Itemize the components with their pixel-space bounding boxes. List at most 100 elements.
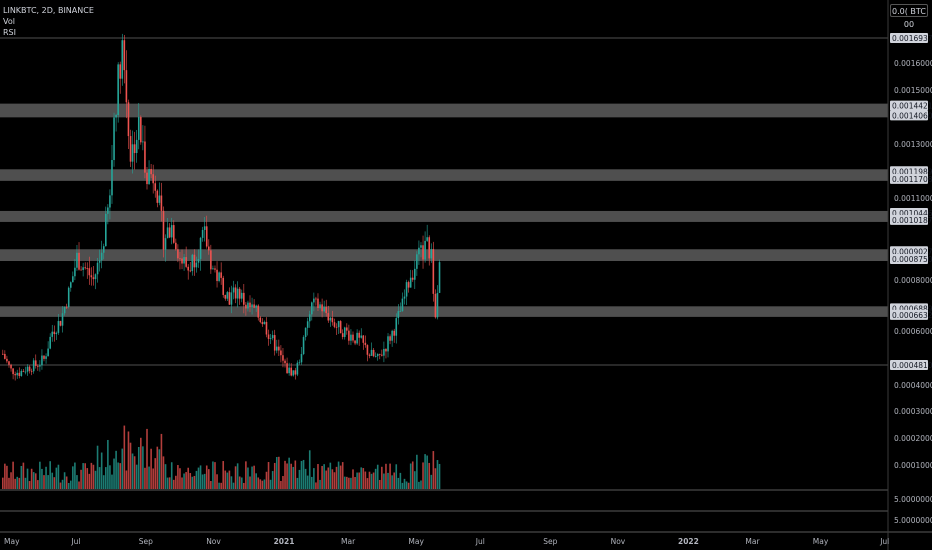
- candle-body: [282, 355, 284, 361]
- price-zone[interactable]: [0, 210, 888, 222]
- candle-body: [164, 238, 167, 250]
- price-zone[interactable]: [0, 249, 888, 261]
- volume-bar: [434, 468, 437, 489]
- volume-bar: [360, 467, 363, 489]
- candle-body: [397, 311, 400, 319]
- price-zone[interactable]: [0, 306, 888, 317]
- volume-bar: [32, 472, 35, 489]
- volume-bar: [14, 478, 16, 489]
- volume-bar: [113, 458, 115, 489]
- candle-body: [321, 304, 323, 312]
- volume-bar: [424, 454, 426, 489]
- symbol-legend[interactable]: LINKBTC, 2D, BINANCE: [3, 6, 94, 15]
- volume-bar: [61, 479, 64, 489]
- volume-bar: [195, 470, 198, 489]
- currency-unit-button[interactable]: 0.0( BTC 00: [890, 4, 928, 29]
- volume-bar: [146, 428, 148, 489]
- price-zone[interactable]: [0, 103, 888, 118]
- volume-bar: [214, 462, 216, 489]
- candle-body: [125, 70, 128, 103]
- candle-body: [387, 336, 389, 352]
- candle-body: [418, 247, 420, 255]
- volume-bar: [251, 466, 253, 489]
- price-label-box: [890, 360, 928, 370]
- volume-bar: [16, 476, 19, 489]
- price-label-text: 0.00140606: [892, 111, 932, 120]
- volume-bar: [436, 460, 439, 489]
- volume-bar: [201, 474, 204, 489]
- candle-body: [278, 346, 280, 351]
- candle-body: [265, 321, 268, 335]
- candle-body: [205, 226, 208, 247]
- candle-body: [195, 262, 198, 268]
- candle-body: [47, 348, 49, 357]
- price-labels: 0.001442110.00140606 0.001198900.00117086…: [890, 33, 932, 370]
- volume-bar: [142, 446, 144, 489]
- volume-bar: [288, 457, 290, 489]
- volume-bar: [185, 472, 187, 489]
- candle-body: [146, 172, 148, 185]
- volume-bar: [208, 469, 210, 489]
- candle-body: [228, 292, 231, 305]
- candle-body: [331, 317, 334, 323]
- candle-body: [4, 353, 6, 359]
- candle-body: [123, 40, 126, 71]
- price-label-box: [890, 110, 928, 121]
- time-axis-label: Mar: [341, 537, 356, 546]
- candle-body: [14, 374, 16, 376]
- volume-bar: [129, 442, 132, 489]
- time-axis-label: May: [813, 537, 829, 546]
- candle-body: [372, 349, 375, 357]
- candle-body: [315, 298, 317, 300]
- volume-bar: [348, 477, 350, 489]
- time-axis-label: Sep: [139, 537, 153, 546]
- price-zone[interactable]: [0, 169, 888, 181]
- volume-bar: [67, 482, 70, 489]
- volume-bar: [162, 456, 165, 489]
- volume-bar: [166, 477, 169, 489]
- volume-bar: [69, 480, 72, 489]
- volume-bar: [179, 468, 181, 489]
- candle-body: [337, 321, 340, 328]
- volume-bar: [282, 476, 284, 489]
- volume-legend[interactable]: Vol: [3, 17, 15, 26]
- volume-bar: [401, 482, 404, 489]
- volume-bar: [432, 451, 435, 489]
- volume-bar: [18, 477, 21, 489]
- candle-body: [115, 114, 117, 118]
- candle-body: [356, 332, 358, 344]
- volume-bar: [339, 465, 342, 489]
- candle-body: [72, 276, 74, 283]
- volume-bar: [90, 462, 93, 489]
- volume-bar: [245, 461, 247, 489]
- horizontal-lines: [0, 37, 888, 366]
- volume-bar: [257, 477, 260, 489]
- candle-body: [74, 267, 76, 277]
- candle-body: [399, 311, 402, 312]
- volume-bar: [218, 482, 220, 489]
- time-axis[interactable]: May Jul Sep Nov 2021 Mar May Jul Sep Nov 2022 Mar Ma…: [4, 537, 889, 546]
- price-axis[interactable]: 0.00160000 0.00150000 0.00130000 0.00110000…: [894, 59, 932, 470]
- candle-body: [385, 348, 387, 352]
- volume-bar: [82, 463, 84, 489]
- rsi-legend[interactable]: RSI: [3, 28, 16, 37]
- volume-bar: [358, 472, 360, 489]
- candle-body: [127, 102, 130, 137]
- candle-body: [148, 169, 150, 185]
- volume-bar: [263, 479, 266, 489]
- volume-bar: [247, 467, 249, 489]
- volume-bar: [253, 465, 255, 489]
- volume-bar: [343, 476, 346, 489]
- volume-bar: [368, 471, 371, 489]
- price-axis-tick: 0.00020000: [894, 434, 932, 443]
- volume-bar: [107, 439, 109, 489]
- volume-bar: [416, 454, 418, 489]
- candle-body: [389, 336, 391, 341]
- candle-body: [407, 282, 410, 288]
- volume-bar: [315, 482, 317, 489]
- candle-body: [12, 368, 14, 375]
- volume-bar: [393, 472, 395, 489]
- candle-body: [59, 321, 62, 326]
